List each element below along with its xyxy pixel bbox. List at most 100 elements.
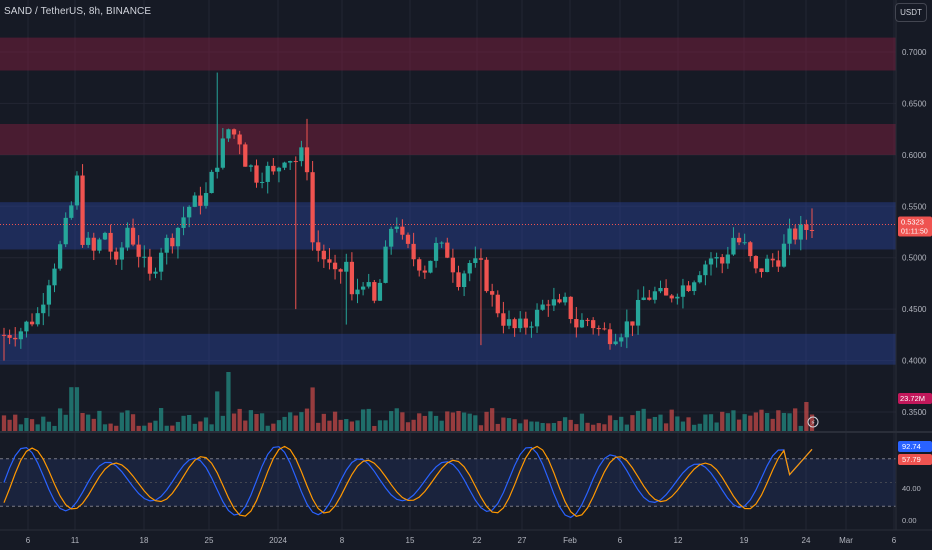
volume-bar [7, 419, 12, 432]
volume-bar [579, 413, 585, 432]
volume-bar [125, 410, 130, 432]
candle-body [327, 259, 332, 263]
volume-bar [338, 419, 343, 432]
price-tick-label: 0.4500 [902, 305, 927, 314]
candle-body [456, 272, 461, 288]
volume-bar [181, 415, 186, 432]
currency-button[interactable]: USDT [895, 3, 927, 22]
time-tick-label: 22 [473, 536, 482, 545]
candle-body [669, 295, 674, 299]
time-tick-label: 25 [205, 536, 214, 545]
volume-bar [809, 414, 815, 432]
candle-body [793, 228, 798, 240]
candle-body [338, 269, 343, 272]
candle-body [170, 237, 175, 247]
volume-bar [321, 413, 326, 432]
zone-support [0, 333, 896, 365]
stoch-d-badge [898, 454, 932, 465]
volume-bar [518, 423, 523, 432]
candle-body [663, 287, 669, 296]
candle-body [512, 319, 517, 329]
volume-bar [35, 424, 40, 432]
candle-body [203, 193, 209, 206]
volume-bar [461, 412, 467, 432]
time-tick-label: 24 [802, 536, 811, 545]
volume-bar [327, 420, 332, 432]
candle-body [557, 299, 562, 303]
volume-bar [243, 420, 248, 432]
candle-body [276, 167, 282, 172]
candle-body [529, 326, 534, 328]
candle-body [445, 242, 450, 258]
candle-body [619, 337, 624, 342]
volume-bar [725, 413, 730, 432]
candle-body [467, 263, 472, 274]
volume-bar [478, 425, 484, 432]
volume-bar [635, 410, 641, 432]
candle-body [344, 261, 349, 272]
candle-body [69, 205, 74, 218]
candle-body [355, 289, 360, 295]
candle-body [360, 286, 366, 290]
volume-bar [18, 424, 23, 432]
time-tick-label: 6 [618, 536, 623, 545]
candle-body [574, 319, 579, 328]
oscillator-tick-label: 0.00 [902, 516, 917, 525]
candle-body [259, 181, 265, 183]
candle-body [422, 270, 427, 273]
candle-body [52, 268, 57, 286]
volume-bar [602, 424, 607, 432]
candle-body [349, 261, 355, 295]
candle-body [310, 172, 315, 243]
volume-bar [389, 411, 394, 432]
candle-body [720, 257, 725, 264]
candle-body [136, 244, 141, 257]
volume-bar [248, 410, 254, 432]
zone-resistance-1 [0, 124, 896, 155]
volume-bar [52, 425, 57, 432]
candle-body [692, 282, 697, 292]
candle-body [478, 258, 484, 260]
candle-body [405, 234, 411, 244]
volume-bar [467, 413, 472, 432]
candle-body [647, 297, 652, 300]
volume-bar [102, 424, 108, 432]
volume-bar [69, 387, 74, 432]
volume-bar [237, 408, 242, 432]
candle-body [585, 319, 590, 321]
volume-bar [450, 412, 456, 432]
volume-bar [164, 425, 169, 432]
candle-body [753, 256, 759, 269]
volume-bar [433, 415, 439, 432]
candle-body [759, 268, 764, 273]
candle-body [1, 334, 7, 336]
candle-body [602, 328, 607, 330]
volume-bar [613, 420, 618, 432]
volume-bar [293, 415, 298, 432]
volume-bar [540, 423, 545, 432]
candle-body [607, 329, 613, 345]
price-tick-label: 0.3500 [902, 408, 927, 417]
candle-body [624, 321, 629, 338]
candle-body [181, 217, 186, 228]
volume-bar [652, 416, 658, 432]
volume-bar [114, 425, 119, 432]
lightning-icon[interactable] [807, 416, 819, 428]
candle-body [158, 252, 164, 272]
candle-body [383, 246, 388, 283]
candle-body [568, 296, 573, 320]
candle-body [108, 232, 113, 252]
price-tick-label: 0.6500 [902, 99, 927, 108]
volume-bar [663, 423, 669, 432]
candle-body [175, 227, 181, 247]
candle-body [372, 282, 377, 301]
volume-bar [596, 423, 601, 432]
zone-pivot [0, 202, 896, 250]
candle-body [394, 226, 399, 229]
time-tick-label: 27 [518, 536, 527, 545]
volume-bar [1, 415, 7, 432]
candle-body [579, 319, 585, 328]
candle-body [24, 321, 29, 332]
